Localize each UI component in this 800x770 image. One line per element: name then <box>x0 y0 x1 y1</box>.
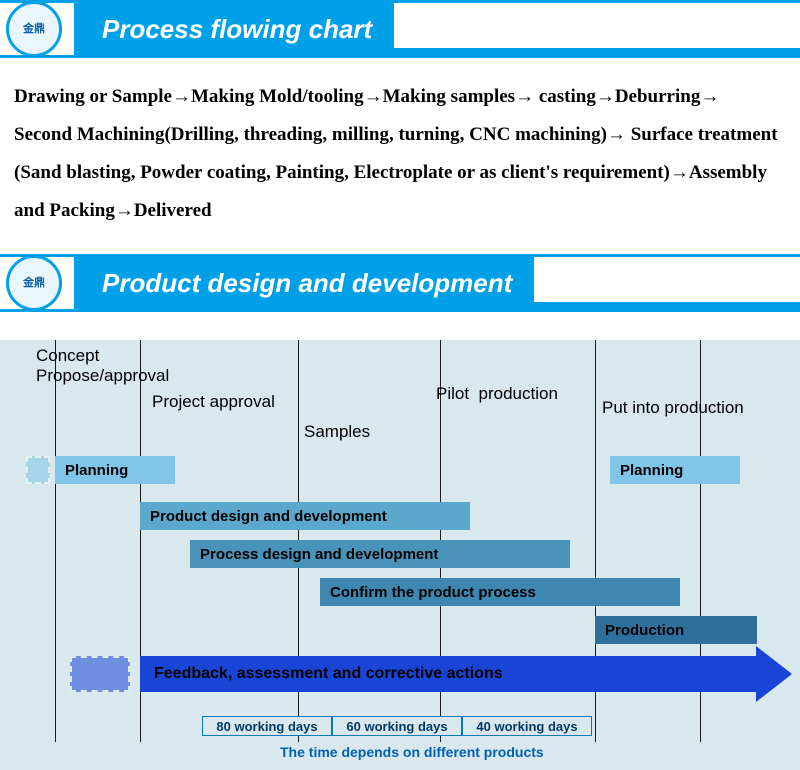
header-tail <box>394 48 800 58</box>
gantt-bar: Confirm the product process <box>320 578 680 606</box>
section2-header: 金鼎 Product design and development <box>0 254 800 312</box>
milestone-label: Put into production <box>602 398 744 418</box>
duration-cell: 80 working days <box>202 716 332 736</box>
gantt-bar: Process design and development <box>190 540 570 568</box>
section1-header: 金鼎 Process flowing chart <box>0 0 800 58</box>
logo-text: 金鼎 <box>23 278 45 289</box>
arrow-head-icon <box>756 646 792 702</box>
logo-icon: 金鼎 <box>6 1 62 57</box>
gantt-vline <box>55 340 56 742</box>
process-flow-paragraph: Drawing or Sample→Making Mold/tooling→Ma… <box>0 68 800 254</box>
section1-title: Process flowing chart <box>74 3 394 55</box>
gantt-bar: Planning <box>55 456 175 484</box>
milestone-label: Pilot production <box>436 384 558 404</box>
feedback-bar: Feedback, assessment and corrective acti… <box>140 656 756 692</box>
milestone-label: Samples <box>304 422 370 442</box>
bar-prelude <box>26 456 50 484</box>
logo-text: 金鼎 <box>23 24 45 35</box>
gantt-bar: Product design and development <box>140 502 470 530</box>
gantt-bar: Planning <box>610 456 740 484</box>
gantt-bar: Production <box>595 616 757 644</box>
milestone-label: Concept Propose/approval <box>36 346 169 386</box>
duration-cell: 60 working days <box>332 716 462 736</box>
logo-icon: 金鼎 <box>6 255 62 311</box>
header-tail <box>534 302 800 312</box>
gantt-chart: The time depends on different products C… <box>0 340 800 770</box>
milestone-label: Project approval <box>152 392 275 412</box>
gantt-footer-note: The time depends on different products <box>280 744 544 760</box>
duration-cell: 40 working days <box>462 716 592 736</box>
feedback-prelude <box>70 656 130 692</box>
section2-title: Product design and development <box>74 257 534 309</box>
